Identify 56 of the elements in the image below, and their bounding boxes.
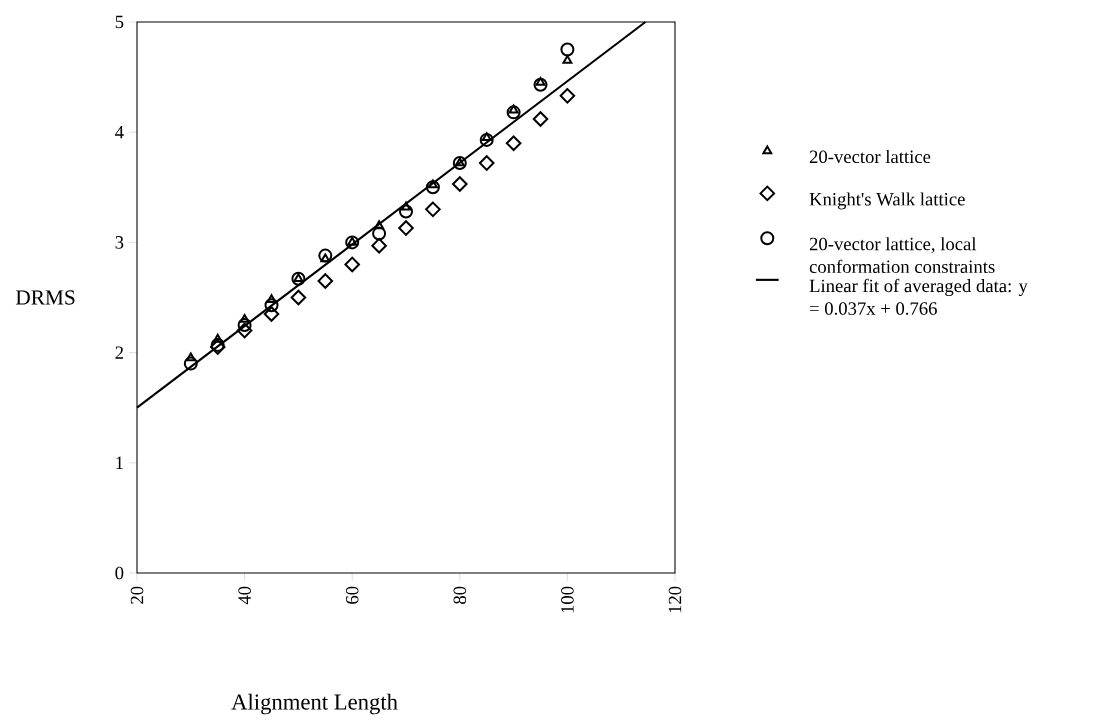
point: [237, 318, 252, 333]
point: [398, 220, 414, 236]
point: [266, 294, 277, 303]
point: [533, 77, 548, 92]
point: [505, 135, 522, 151]
point: [532, 111, 549, 127]
y-tick-label: 4: [115, 126, 124, 139]
point: [452, 176, 468, 192]
point: [425, 201, 441, 218]
point: [347, 236, 358, 246]
x-tick-label: 100: [561, 586, 574, 613]
x-tick-label: 40: [238, 586, 251, 605]
y-tick-label: 0: [115, 566, 124, 580]
x-tick-label: 80: [453, 586, 467, 604]
y-tick-label: 1: [116, 456, 123, 469]
point: [264, 298, 279, 313]
x-tick-label: 20: [130, 586, 144, 604]
y-axis-title: DRMS: [15, 290, 75, 305]
point: [559, 88, 576, 104]
x-tick-label: 120: [668, 586, 682, 613]
x-tick-label: 60: [345, 586, 359, 604]
point: [560, 42, 575, 57]
legend-label: Linear fit of averaged data: y = 0.037x + 0.766: [809, 278, 1028, 315]
point: [239, 314, 250, 323]
point: [374, 220, 385, 230]
point: [478, 155, 495, 171]
point: [481, 132, 492, 141]
point: [506, 105, 521, 120]
point: [479, 132, 494, 147]
y-tick-label: 2: [115, 346, 123, 359]
point: [562, 55, 573, 64]
point: [212, 333, 223, 343]
point: [183, 356, 198, 371]
point: [317, 273, 334, 289]
point: [344, 256, 360, 273]
point: [185, 352, 196, 362]
point: [263, 306, 280, 322]
point: [372, 226, 387, 241]
point: [345, 235, 360, 250]
point: [320, 253, 331, 263]
point: [427, 179, 438, 189]
point: [371, 237, 387, 254]
point: [236, 322, 253, 339]
point: [401, 201, 411, 211]
legend-label: 20-vector lattice: [809, 149, 931, 164]
legend-label: 20-vector lattice, local conformation constraints: [809, 237, 995, 273]
point: [425, 180, 440, 195]
x-axis-title: Alignment Length: [231, 693, 398, 715]
point: [508, 104, 519, 114]
point: [399, 204, 413, 219]
point: [535, 77, 546, 86]
y-tick-label: 5: [115, 15, 124, 29]
point: [290, 289, 307, 306]
point: [318, 248, 333, 263]
legend-label: Knight's Walk lattice: [809, 192, 965, 210]
y-tick-label: 3: [115, 236, 124, 249]
